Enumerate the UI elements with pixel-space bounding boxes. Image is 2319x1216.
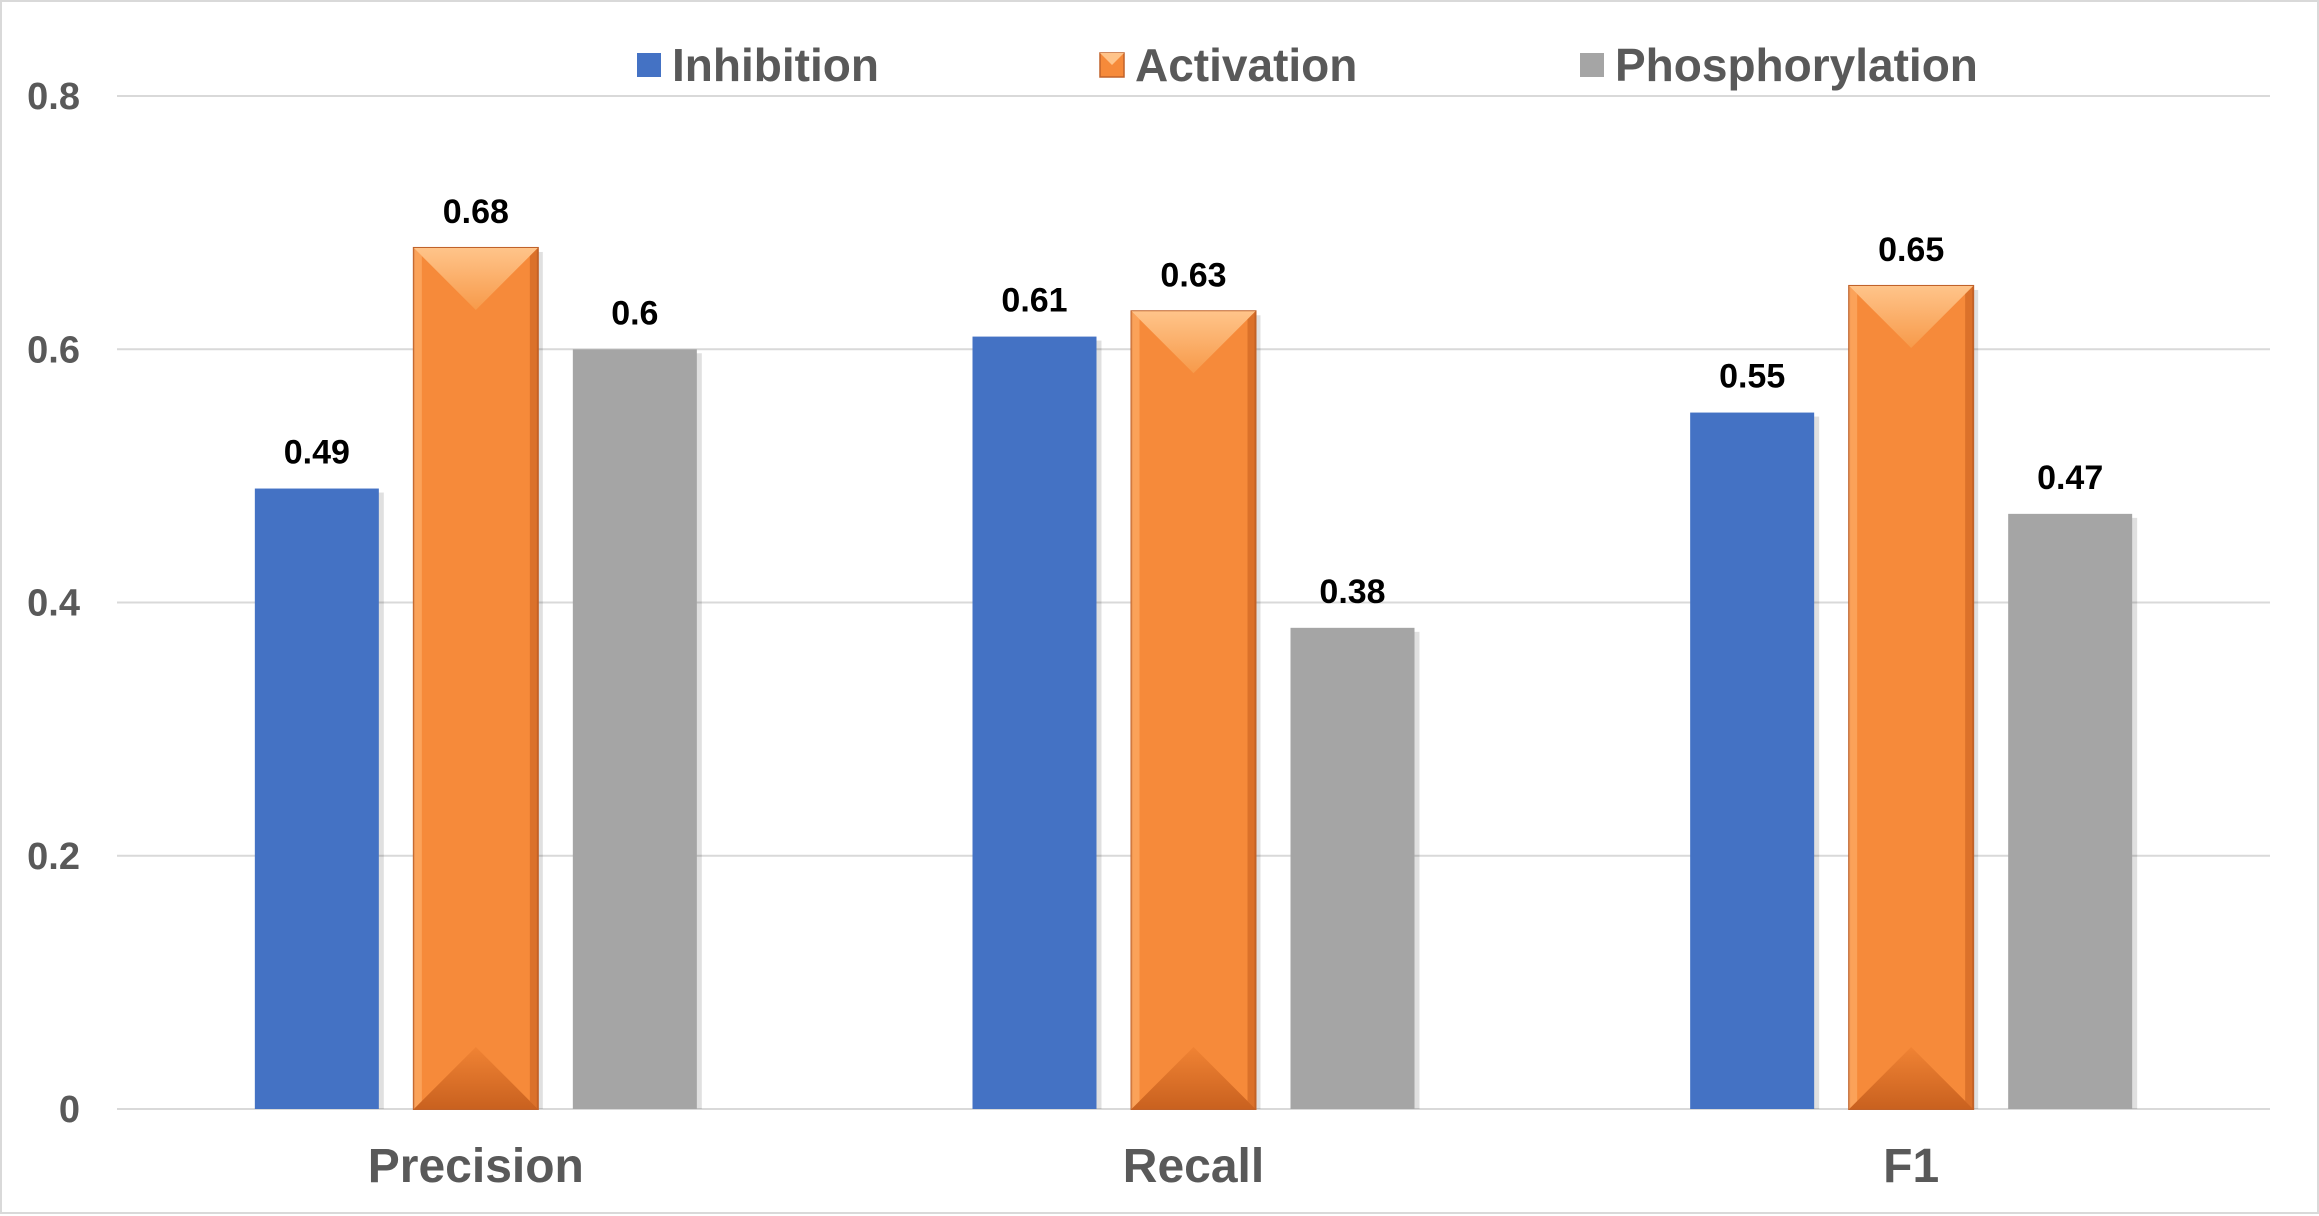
bar-body <box>254 488 379 1110</box>
x-tick-label: F1 <box>1883 1140 1939 1193</box>
legend-item-activation: Activation <box>1099 39 1357 91</box>
labels: 0 0.2 0.4 0.6 0.8 0.49 0.68 0.6 Precision 0.61 0.6… <box>27 76 2103 1193</box>
legend-label: Inhibition <box>672 39 879 91</box>
bar-inhibition-f1 <box>1690 412 1820 1109</box>
bar-body <box>972 336 1097 1109</box>
bar-bevel-bottom <box>413 1047 538 1109</box>
bars <box>254 246 2138 1110</box>
legend-label: Activation <box>1135 39 1357 91</box>
legend: Inhibition Activation Phosphorylation <box>637 39 1978 91</box>
y-tick-label: 0.2 <box>27 836 80 878</box>
bar-phosphorylation-recall <box>1290 627 1420 1109</box>
bar-body <box>1290 627 1415 1109</box>
bar-body <box>572 349 697 1109</box>
bar-bevel-top <box>1131 311 1256 374</box>
bar-activation-recall <box>1130 310 1261 1110</box>
y-tick-label: 0.6 <box>27 329 80 371</box>
x-tick-label: Precision <box>368 1140 584 1193</box>
bar-bevel-bottom <box>1849 1047 1974 1109</box>
data-label: 0.68 <box>443 193 509 231</box>
bar-bevel-top <box>413 247 538 310</box>
legend-label: Phosphorylation <box>1615 39 1978 91</box>
legend-item-inhibition: Inhibition <box>637 39 879 91</box>
bar-bevel-right <box>529 247 538 1109</box>
bar-activation-precision <box>412 246 543 1110</box>
bar-bevel-left <box>413 247 422 1109</box>
bar-bevel-left <box>1849 285 1858 1109</box>
bar-bevel-bottom <box>1131 1047 1256 1109</box>
data-label: 0.65 <box>1878 231 1944 269</box>
data-label: 0.49 <box>284 434 350 472</box>
bar-phosphorylation-f1 <box>2008 513 2138 1109</box>
bar-inhibition-recall <box>972 336 1102 1109</box>
legend-item-phosphorylation: Phosphorylation <box>1580 39 1978 91</box>
data-label: 0.61 <box>1001 282 1067 320</box>
bar-body <box>2008 513 2133 1109</box>
data-label: 0.47 <box>2037 459 2103 497</box>
bar-body <box>412 246 539 1110</box>
bar-body <box>1130 310 1257 1110</box>
legend-swatch <box>637 53 661 77</box>
legend-swatch-bevel <box>1100 53 1124 65</box>
y-tick-label: 0 <box>59 1089 80 1131</box>
bar-body <box>1848 284 1975 1110</box>
bar-inhibition-precision <box>254 488 384 1110</box>
x-tick-label: Recall <box>1123 1140 1264 1193</box>
data-label: 0.6 <box>611 294 658 332</box>
y-tick-label: 0.4 <box>27 583 80 625</box>
data-label: 0.55 <box>1719 358 1785 396</box>
bar-activation-f1 <box>1848 284 1979 1110</box>
legend-swatch <box>1580 53 1604 77</box>
bar-bevel-right <box>1247 311 1256 1109</box>
y-tick-label: 0.8 <box>27 76 80 118</box>
bar-bevel-top <box>1849 285 1974 348</box>
bar-body <box>1690 412 1815 1109</box>
bar-phosphorylation-precision <box>572 349 702 1109</box>
data-label: 0.38 <box>1319 573 1385 611</box>
bar-bevel-left <box>1131 311 1140 1109</box>
data-label: 0.63 <box>1160 256 1226 294</box>
bar-bevel-right <box>1965 285 1974 1109</box>
